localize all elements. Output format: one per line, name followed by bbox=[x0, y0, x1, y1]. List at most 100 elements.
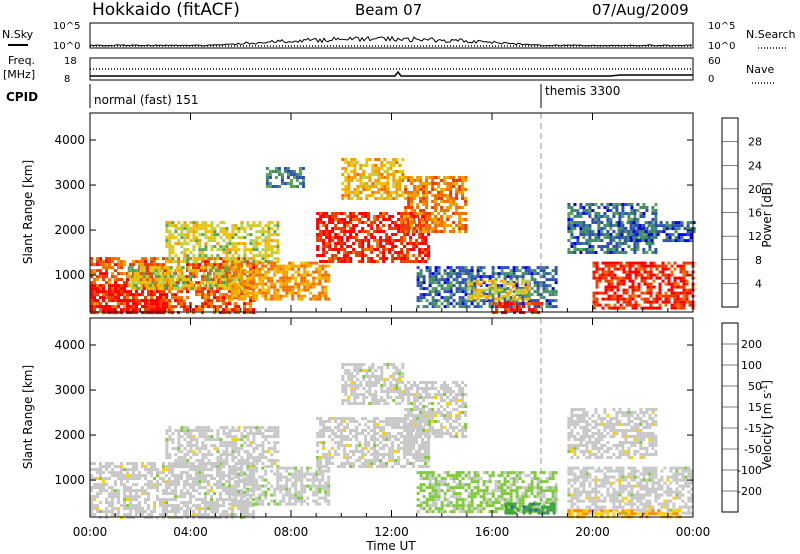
power-cell bbox=[210, 305, 213, 309]
power-cell bbox=[597, 227, 601, 230]
power-cell bbox=[633, 245, 637, 248]
power-cell bbox=[237, 260, 241, 264]
power-cell bbox=[388, 224, 392, 227]
power-cell bbox=[619, 279, 623, 283]
power-cell bbox=[171, 287, 174, 291]
velocity-cell bbox=[102, 465, 105, 469]
power-colorbar-tick-label: 4 bbox=[755, 277, 762, 290]
power-cell bbox=[165, 269, 168, 273]
power-cell bbox=[195, 275, 198, 279]
power-cell bbox=[243, 242, 247, 246]
power-cell bbox=[419, 224, 423, 227]
power-cell bbox=[631, 291, 635, 295]
velocity-cell bbox=[90, 489, 93, 493]
power-cell bbox=[419, 185, 423, 188]
power-cell bbox=[147, 278, 150, 282]
power-cell bbox=[665, 224, 669, 228]
power-cell bbox=[367, 245, 371, 248]
freq-label-line1: Freq. bbox=[8, 54, 35, 67]
power-cell bbox=[162, 311, 165, 315]
power-cell bbox=[183, 308, 186, 312]
power-cell bbox=[646, 282, 650, 286]
power-cell bbox=[428, 281, 432, 285]
velocity-cell bbox=[105, 483, 108, 487]
power-cell bbox=[322, 230, 326, 233]
power-cell bbox=[481, 288, 485, 292]
power-cell bbox=[127, 284, 131, 288]
velocity-cell bbox=[240, 510, 243, 514]
power-cell bbox=[418, 248, 422, 251]
power-cell bbox=[105, 260, 108, 264]
power-cell bbox=[633, 215, 637, 218]
power-cell bbox=[172, 284, 176, 288]
velocity-cell bbox=[210, 468, 213, 472]
power-cell bbox=[418, 260, 422, 263]
power-cell bbox=[126, 302, 129, 306]
power-cell bbox=[455, 188, 459, 191]
power-cell bbox=[237, 242, 241, 246]
power-cell bbox=[376, 260, 380, 263]
power-cell bbox=[341, 182, 345, 185]
velocity-cell bbox=[255, 432, 259, 436]
velocity-cell bbox=[210, 495, 213, 499]
power-cell bbox=[398, 170, 402, 173]
power-cell bbox=[554, 299, 558, 303]
velocity-cell bbox=[174, 429, 178, 433]
power-cell bbox=[222, 257, 226, 261]
power-cell bbox=[434, 194, 438, 197]
power-cell bbox=[367, 242, 371, 245]
power-cell bbox=[523, 297, 527, 301]
power-cell bbox=[267, 221, 271, 225]
power-cell bbox=[102, 263, 105, 267]
power-cell bbox=[391, 227, 395, 230]
power-cell bbox=[431, 185, 435, 188]
power-cell bbox=[312, 297, 316, 301]
velocity-cell bbox=[165, 441, 169, 445]
power-cell bbox=[640, 267, 644, 271]
power-cell bbox=[600, 221, 604, 224]
power-cell bbox=[431, 302, 435, 306]
velocity-cell bbox=[222, 513, 225, 517]
power-cell bbox=[629, 224, 633, 228]
velocity-cell bbox=[192, 462, 195, 466]
power-cell bbox=[425, 305, 429, 309]
power-cell bbox=[622, 279, 626, 283]
power-cell bbox=[204, 236, 208, 240]
power-cell bbox=[190, 269, 194, 273]
power-cell bbox=[416, 203, 420, 206]
power-cell bbox=[689, 221, 693, 225]
velocity-cell bbox=[129, 507, 132, 511]
power-cell bbox=[491, 266, 495, 270]
power-cell bbox=[136, 278, 140, 282]
velocity-cell bbox=[222, 462, 226, 466]
power-cell bbox=[425, 203, 429, 206]
power-cell bbox=[674, 221, 678, 225]
power-cell bbox=[341, 194, 345, 197]
power-cell bbox=[159, 308, 162, 312]
power-cell bbox=[279, 276, 283, 280]
power-cell bbox=[434, 269, 438, 273]
power-cell bbox=[421, 233, 425, 236]
power-cell bbox=[93, 263, 96, 267]
power-cell bbox=[511, 297, 515, 301]
velocity-cell bbox=[261, 456, 265, 460]
power-cell bbox=[646, 300, 650, 304]
power-cell bbox=[318, 297, 322, 301]
power-cell bbox=[386, 170, 390, 173]
power-cell bbox=[261, 276, 265, 280]
power-cell bbox=[545, 287, 549, 291]
power-cell bbox=[150, 293, 153, 297]
power-cell bbox=[545, 266, 549, 270]
power-cell bbox=[184, 284, 188, 288]
power-cell bbox=[276, 248, 280, 252]
power-cell bbox=[379, 239, 383, 242]
power-cell bbox=[542, 281, 546, 285]
power-cell bbox=[367, 239, 371, 242]
power-cell bbox=[240, 285, 244, 289]
power-cell bbox=[434, 215, 438, 218]
power-cell bbox=[192, 263, 195, 267]
velocity-cell bbox=[147, 507, 150, 511]
power-cell bbox=[270, 282, 274, 286]
power-cell bbox=[530, 278, 534, 282]
power-cell bbox=[534, 308, 537, 312]
